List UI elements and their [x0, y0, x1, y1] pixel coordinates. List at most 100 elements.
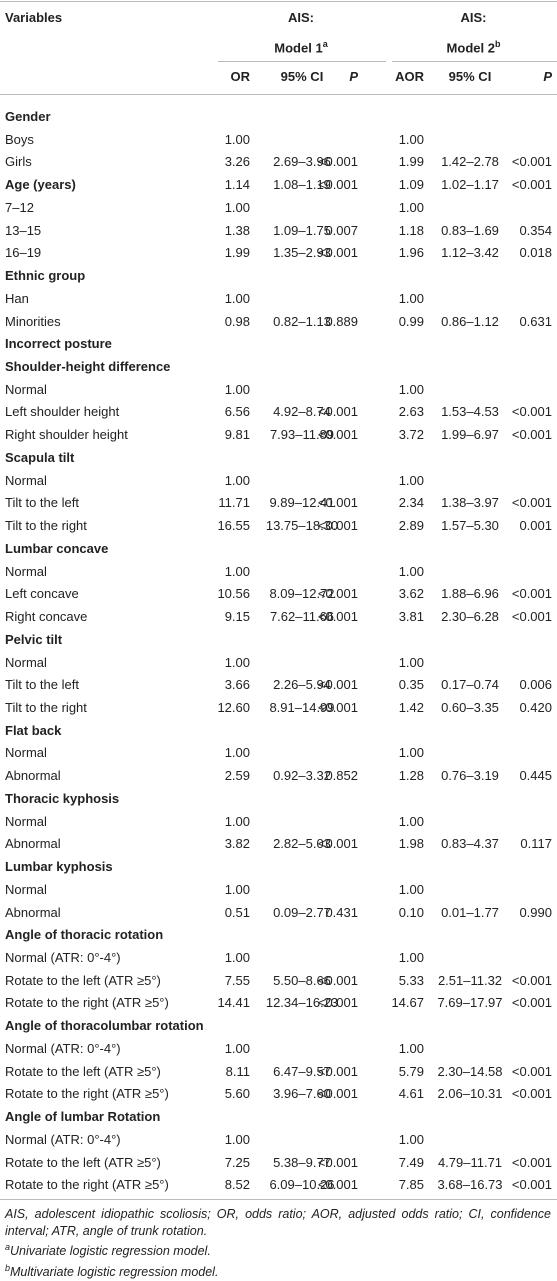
cell: 0.354 [519, 222, 552, 238]
cell: 1.00 [398, 199, 424, 215]
cell: 0.420 [519, 699, 552, 715]
cell: 1.00 [224, 1131, 250, 1147]
section-heading: Scapula tilt [5, 449, 75, 465]
cell: <0.001 [317, 404, 358, 420]
cell: 2.30–14.58 [437, 1063, 503, 1079]
cell: <0.001 [317, 677, 358, 693]
row-label: Rotate to the right (ATR ≥5°) [5, 995, 169, 1011]
cell: 9.15 [224, 609, 250, 625]
row-label: Rotate to the left (ATR ≥5°) [5, 1063, 161, 1079]
cell: 1.98 [398, 836, 424, 852]
cell: 0.990 [519, 904, 552, 920]
row-label: Rotate to the left (ATR ≥5°) [5, 1154, 161, 1170]
cell: 1.00 [224, 290, 250, 306]
cell: 13.75–18.30 [265, 518, 339, 534]
column-header: OR [230, 69, 251, 84]
cell: <0.001 [317, 1177, 358, 1193]
section-heading: Lumbar concave [5, 540, 109, 556]
cell: 1.00 [224, 131, 250, 147]
cell: 1.00 [398, 881, 424, 897]
cell: 9.89–12.41 [269, 495, 335, 511]
variables-header: Variables [5, 10, 63, 25]
cell: 1.00 [224, 950, 250, 965]
section-heading: Thoracic kyphosis [5, 790, 120, 806]
cell: 1.00 [224, 472, 250, 488]
cell: 1.00 [398, 472, 424, 488]
cell: 1.38 [224, 222, 250, 238]
cell: 0.82–1.13 [273, 313, 331, 329]
cell: <0.001 [511, 972, 552, 988]
cell: 1.00 [224, 745, 250, 761]
cell: 0.01–1.77 [441, 904, 499, 920]
cell: 1.00 [224, 381, 250, 397]
cell: 0.76–3.19 [441, 768, 499, 784]
model-text: Model 2 [446, 40, 495, 56]
cell: <0.001 [317, 495, 358, 511]
cell: 5.60 [224, 1086, 250, 1102]
cell: 1.00 [398, 563, 424, 579]
row-label: Normal [5, 381, 47, 397]
cell: <0.001 [317, 427, 358, 443]
column-header: P [543, 69, 552, 84]
row-label: Right concave [5, 609, 88, 625]
cell: 5.50–8.66 [273, 972, 331, 988]
cell: 4.92–8.74 [273, 404, 331, 420]
cell: 7.55 [224, 972, 250, 988]
cell: <0.001 [317, 1086, 358, 1102]
cell: <0.001 [511, 609, 552, 625]
cell: 1.12–3.42 [441, 245, 499, 261]
cell: 3.82 [224, 836, 250, 852]
cell: 1.00 [224, 1040, 250, 1056]
cell: 1.88–6.96 [441, 586, 499, 602]
cell: 7.69–17.97 [437, 995, 503, 1011]
cell: 1.38–3.97 [441, 495, 499, 511]
cell: 6.09–10.26 [269, 1177, 335, 1193]
cell: 0.001 [519, 518, 552, 534]
cell: 3.66 [224, 677, 250, 693]
cell: 6.56 [224, 404, 250, 420]
cell: <0.001 [317, 154, 358, 170]
rule [0, 1199, 557, 1200]
cell: 7.85 [398, 1177, 424, 1193]
section-heading: Shoulder-height difference [5, 359, 171, 375]
footnote-text: Univariate logistic regression model. [10, 1244, 211, 1259]
cell: 1.09–1.75 [273, 222, 331, 238]
cell: <0.001 [317, 699, 358, 715]
row-label: 7–12 [5, 199, 34, 215]
cell: <0.001 [511, 495, 552, 511]
cell: 8.91–14.99 [269, 699, 335, 715]
model-text: Model 1 [274, 40, 323, 56]
cell: 4.79–11.71 [437, 1154, 503, 1170]
row-label: Normal (ATR: 0°-4°) [5, 1040, 121, 1056]
cell: 0.852 [325, 768, 358, 784]
rule [0, 1, 557, 2]
cell: 16.55 [217, 518, 250, 534]
cell: 1.00 [398, 131, 424, 147]
cell: 2.26–5.94 [273, 677, 331, 693]
notes: AIS, adolescent idiopathic scoliosis; OR… [5, 1206, 551, 1280]
cell: <0.001 [511, 995, 552, 1011]
cell: 2.30–6.28 [441, 609, 499, 625]
cell: 1.00 [224, 881, 250, 897]
cell: 1.00 [398, 745, 424, 761]
column-header: 95% CI [280, 69, 324, 84]
cell: 2.34 [398, 495, 424, 511]
group-model: Model 1a [215, 36, 387, 56]
cell: 1.57–5.30 [441, 518, 499, 534]
row-label: Abnormal [5, 836, 61, 852]
cell: 0.018 [519, 245, 552, 261]
cell: 0.99 [398, 313, 424, 329]
row-label: Han [5, 290, 29, 306]
cell: 7.62–11.66 [269, 609, 335, 625]
cell: <0.001 [317, 1154, 358, 1170]
cell: 3.96–7.60 [273, 1086, 331, 1102]
row-label: Tilt to the right [5, 699, 87, 715]
row-label: Left concave [5, 586, 79, 602]
cell: 9.81 [224, 427, 250, 443]
cell: 1.00 [398, 1040, 424, 1056]
cell: 0.889 [325, 313, 358, 329]
cell: 1.53–4.53 [441, 404, 499, 420]
row-label: 16–19 [5, 245, 42, 261]
cell: 0.17–0.74 [441, 677, 499, 693]
cell: 12.34–16.23 [265, 995, 339, 1011]
